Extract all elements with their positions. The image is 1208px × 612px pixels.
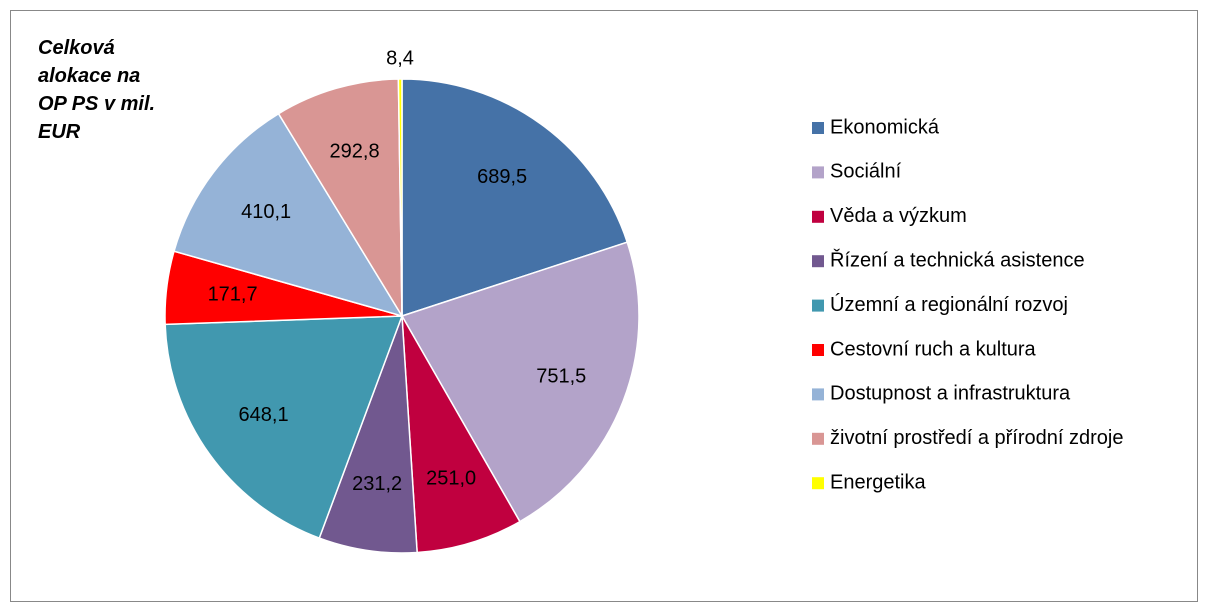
- legend-label: životní prostředí a přírodní zdroje: [830, 427, 1123, 449]
- data-label: 648,1: [239, 404, 289, 426]
- legend-label: Věda a výzkum: [830, 205, 967, 227]
- legend-swatch: [812, 166, 824, 179]
- legend-swatch: [812, 344, 824, 356]
- data-label: 751,5: [536, 365, 586, 387]
- legend-swatch: [812, 388, 824, 401]
- legend-label: Ekonomická: [830, 116, 940, 138]
- legend-label: Územní a regionální rozvoj: [830, 293, 1068, 316]
- data-label: 8,4: [386, 47, 414, 69]
- legend-swatch: [812, 255, 824, 268]
- legend-swatch: [812, 210, 824, 223]
- pie-slice: [401, 315, 521, 554]
- pie-slice: [277, 78, 403, 319]
- data-label: 410,1: [241, 201, 291, 223]
- legend-label: Řízení a technická asistence: [830, 248, 1085, 271]
- data-label: 292,8: [330, 140, 380, 162]
- pie-slice: [173, 112, 404, 318]
- data-label: 251,0: [426, 468, 476, 490]
- pie-slice: [400, 241, 640, 523]
- pie-slice: [397, 78, 403, 317]
- legend-label: Dostupnost a infrastruktura: [830, 383, 1071, 405]
- chart-title: Celková alokace na OP PS v mil. EUR: [38, 37, 156, 143]
- legend-swatch: [812, 122, 824, 134]
- legend-label: Sociální: [830, 161, 902, 183]
- legend-label: Cestovní ruch a kultura: [830, 338, 1037, 360]
- legend-swatch: [812, 477, 824, 490]
- data-label: 689,5: [477, 166, 527, 188]
- data-label: 171,7: [208, 284, 258, 306]
- legend-label: Energetika: [830, 471, 926, 493]
- data-label: 231,2: [352, 473, 402, 495]
- legend-swatch: [812, 432, 824, 445]
- pie-slice: [401, 78, 629, 318]
- legend-swatch: [812, 299, 824, 312]
- pie-slice: [164, 315, 404, 540]
